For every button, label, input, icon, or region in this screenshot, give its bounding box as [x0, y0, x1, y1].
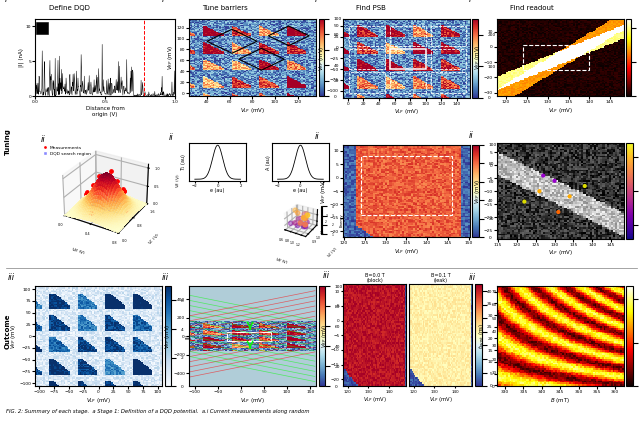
Text: Define DQD: Define DQD: [49, 5, 90, 11]
Point: [580, 183, 590, 189]
Y-axis label: $V_{RP}$ (mV): $V_{RP}$ (mV): [473, 179, 482, 204]
X-axis label: $V_{LP}$ (mV): $V_{LP}$ (mV): [363, 395, 387, 404]
Y-axis label: $t_{burst}$ (ns): $t_{burst}$ (ns): [477, 323, 486, 349]
Bar: [390, 25, 426, 46]
X-axis label: e (au): e (au): [211, 188, 225, 193]
Point: [519, 198, 529, 205]
Title: B=0.1 T
(leak): B=0.1 T (leak): [431, 273, 451, 284]
Y-axis label: $V_{RP}$ (mV): $V_{RP}$ (mV): [317, 46, 326, 71]
Y-axis label: $V_{RP}$ (mV): $V_{RP}$ (mV): [166, 45, 175, 70]
Bar: [390, 72, 426, 93]
Y-axis label: $V_{RP}$ (mV): $V_{RP}$ (mV): [473, 45, 482, 70]
Text: iii: iii: [323, 271, 330, 280]
Bar: [349, 49, 385, 70]
X-axis label: $V_M$ (V): $V_M$ (V): [274, 256, 289, 267]
Bar: [390, 49, 426, 70]
X-axis label: $V_{LP}$ (mV): $V_{LP}$ (mV): [394, 107, 419, 116]
Text: Find readout: Find readout: [509, 5, 554, 11]
Y-axis label: $V_{RP}$ (mV): $V_{RP}$ (mV): [321, 323, 330, 348]
Y-axis label: Energy: Energy: [339, 214, 343, 227]
X-axis label: Distance from
origin (V): Distance from origin (V): [86, 106, 125, 116]
Y-axis label: |I|
(nA): |I| (nA): [185, 330, 196, 342]
Y-axis label: $V_C$ (V): $V_C$ (V): [147, 232, 162, 247]
Point: [553, 208, 563, 215]
Text: Outcome: Outcome: [5, 314, 11, 349]
Legend: Measurements, DQD search region: Measurements, DQD search region: [42, 144, 93, 158]
Text: i: i: [4, 0, 7, 4]
Point: [538, 172, 548, 179]
Text: iii: iii: [7, 273, 15, 282]
Point: [564, 193, 575, 200]
Y-axis label: |I|
(pA): |I| (pA): [343, 52, 355, 63]
Text: iii: iii: [469, 273, 476, 282]
Text: Find PSB: Find PSB: [356, 5, 385, 11]
Text: ii: ii: [40, 135, 45, 143]
Y-axis label: $V_{RP}$ (mV): $V_{RP}$ (mV): [319, 178, 328, 204]
Y-axis label: $V_{RP}$ (mV): $V_{RP}$ (mV): [9, 323, 18, 349]
X-axis label: $V_{LP}$ (mV): $V_{LP}$ (mV): [548, 106, 573, 115]
Point: [549, 177, 559, 184]
Y-axis label: |I|
(nA): |I| (nA): [344, 330, 356, 342]
Y-axis label: |I|
(pA): |I| (pA): [497, 53, 508, 64]
Bar: [431, 72, 467, 93]
Bar: [349, 72, 385, 93]
Bar: [361, 156, 452, 215]
Bar: [431, 49, 467, 70]
Text: i: i: [161, 0, 164, 4]
X-axis label: e (au): e (au): [293, 188, 308, 193]
Y-axis label: $V_C$ (V): $V_C$ (V): [325, 245, 340, 260]
Point: [534, 188, 545, 195]
Text: iii: iii: [161, 273, 168, 282]
Text: Tune barriers: Tune barriers: [202, 5, 248, 11]
Bar: [227, 333, 271, 341]
Y-axis label: |I|
(pA): |I| (pA): [498, 185, 509, 197]
Title: B=0.0 T
(block): B=0.0 T (block): [365, 273, 385, 284]
Text: Tuning: Tuning: [5, 128, 11, 155]
Bar: [36, 22, 49, 35]
Y-axis label: A (au): A (au): [266, 155, 271, 170]
X-axis label: $V_{LP}$ (mV): $V_{LP}$ (mV): [240, 396, 265, 405]
Text: i: i: [469, 0, 472, 4]
Text: FIG. 2: Summary of each stage.  a Stage 1: Definition of a DQD potential.  a.i C: FIG. 2: Summary of each stage. a Stage 1…: [6, 409, 310, 414]
Text: i: i: [315, 0, 317, 4]
Text: ii: ii: [315, 132, 320, 141]
X-axis label: $V_{LP}$ (mV): $V_{LP}$ (mV): [86, 396, 111, 405]
X-axis label: $V_M$ (V): $V_M$ (V): [70, 246, 86, 257]
X-axis label: $V_{LP}$ (mV): $V_{LP}$ (mV): [429, 395, 452, 404]
Y-axis label: |I| (nA): |I| (nA): [19, 48, 24, 67]
Text: ii: ii: [469, 131, 474, 140]
Bar: [349, 25, 385, 46]
Y-axis label: |I|
(pA): |I| (pA): [499, 330, 509, 341]
Bar: [523, 46, 589, 70]
X-axis label: $B$ (mT): $B$ (mT): [550, 396, 570, 405]
Bar: [431, 25, 467, 46]
Y-axis label: $T_1$ (au): $T_1$ (au): [179, 153, 188, 171]
Y-axis label: $V_{RP}$ (mV): $V_{RP}$ (mV): [163, 323, 172, 349]
X-axis label: $V_{LP}$ (mV): $V_{LP}$ (mV): [240, 106, 265, 115]
X-axis label: $V_{LP}$ (mV): $V_{LP}$ (mV): [394, 247, 419, 256]
Text: ii: ii: [169, 133, 174, 143]
X-axis label: $V_{LP}$ (mV): $V_{LP}$ (mV): [548, 249, 573, 257]
